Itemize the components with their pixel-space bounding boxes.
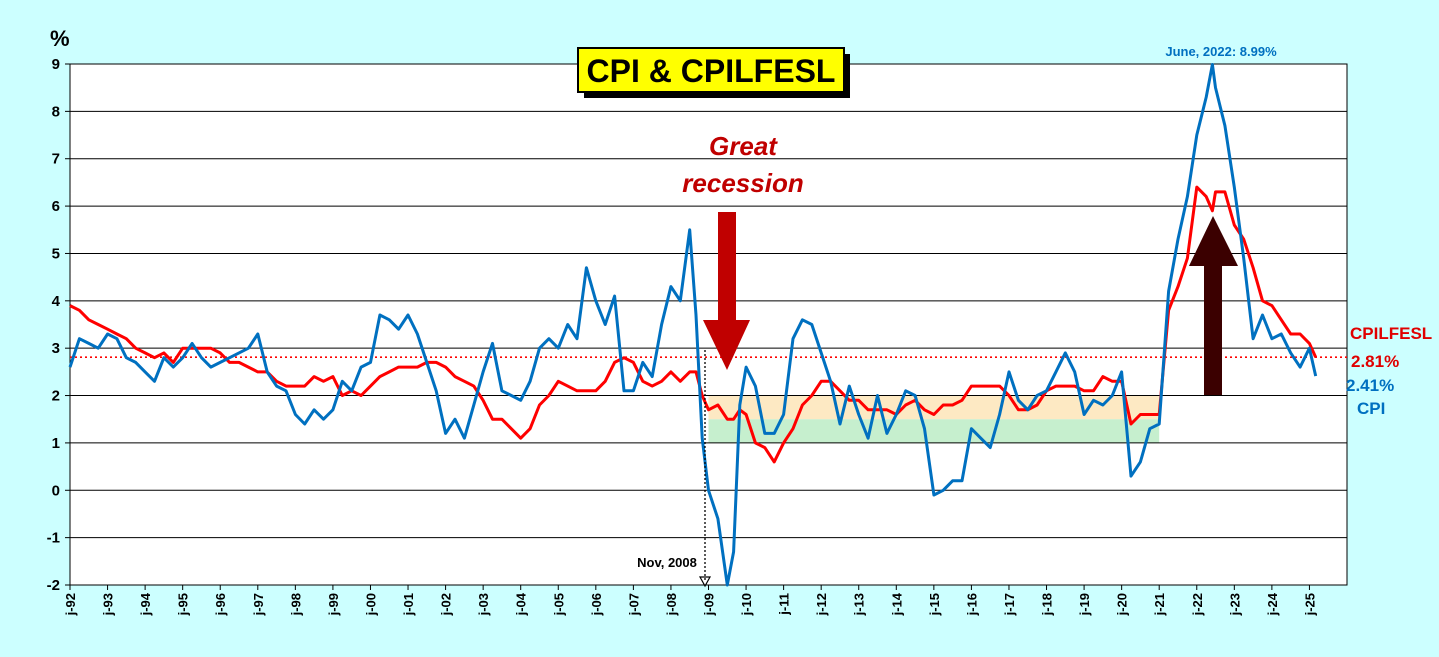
- x-tick-label: j-98: [288, 593, 303, 616]
- x-tick-labels: j-92 j-93 j-94 j-95 j-96 j-97 j-98 j-99 j-00 j-01…: [63, 585, 1317, 616]
- nov-2008-label: Nov, 2008: [637, 555, 697, 570]
- x-tick-label: j-17: [1002, 593, 1017, 616]
- x-tick-label: j-08: [664, 593, 679, 616]
- y-tick-label: 1: [52, 435, 60, 452]
- x-tick-label: j-14: [889, 592, 904, 616]
- y-tick-label: -2: [47, 577, 60, 594]
- up-arrow-icon: [1189, 216, 1238, 395]
- cpilfesl-value-label: 2.81%: [1351, 352, 1399, 371]
- cpilfesl-name-label: CPILFESL: [1350, 324, 1432, 343]
- x-tick-label: j-01: [401, 593, 416, 616]
- y-tick-label: 8: [52, 103, 60, 120]
- y-tick-label: 3: [52, 340, 60, 357]
- x-tick-label: j-03: [476, 593, 491, 616]
- y-tick-label: 0: [52, 482, 60, 499]
- x-tick-label: j-04: [514, 592, 529, 616]
- y-tick-labels: 9 8 7 6 5 4 3 2 1 0 -1 -2: [47, 56, 70, 594]
- title-box: [577, 47, 845, 93]
- x-tick-label: j-05: [551, 593, 566, 616]
- gridlines: [70, 110, 1347, 539]
- x-tick-label: j-16: [964, 593, 979, 616]
- series-line-cpilfesl: [69, 185, 1318, 464]
- chart-title: CPI & CPILFESL: [587, 53, 836, 89]
- x-tick-label: j-10: [739, 593, 754, 616]
- y-tick-label: 6: [52, 198, 60, 215]
- x-tick-label: j-09: [702, 593, 717, 616]
- x-tick-label: j-92: [63, 593, 78, 616]
- y-tick-label: -1: [47, 530, 60, 547]
- x-tick-label: j-96: [213, 593, 228, 616]
- great-recession-line1: Great: [709, 131, 778, 161]
- nov-2008-arrowhead: [698, 576, 712, 588]
- x-tick-label: j-18: [1040, 593, 1055, 616]
- x-tick-label: j-93: [101, 593, 116, 616]
- cpi-value-label: 2.41%: [1346, 376, 1394, 395]
- x-tick-label: j-23: [1227, 593, 1242, 616]
- x-tick-label: j-11: [777, 593, 792, 616]
- y-tick-label: 2: [52, 388, 60, 405]
- down-arrow-icon: [703, 212, 750, 370]
- y-unit-label: %: [50, 26, 70, 51]
- x-tick-label: j-02: [439, 593, 454, 616]
- y-tick-label: 5: [52, 245, 60, 262]
- great-recession-line2: recession: [682, 168, 803, 198]
- x-tick-label: j-06: [589, 593, 604, 616]
- x-tick-label: j-21: [1152, 593, 1167, 616]
- y-tick-label: 9: [52, 56, 60, 73]
- peak-label: June, 2022: 8.99%: [1165, 44, 1277, 59]
- x-tick-label: j-24: [1265, 592, 1280, 616]
- x-tick-label: j-12: [814, 593, 829, 616]
- series-lines: [68, 63, 1318, 587]
- x-tick-label: j-00: [363, 593, 378, 616]
- y-tick-label: 7: [52, 151, 60, 168]
- x-tick-label: j-97: [251, 593, 266, 616]
- shaded-bands: [708, 395, 1160, 443]
- x-tick-label: j-15: [927, 593, 942, 616]
- x-tick-label: j-20: [1115, 593, 1130, 616]
- x-tick-label: j-19: [1077, 593, 1092, 616]
- cpi-name-label: CPI: [1357, 399, 1385, 418]
- band-1: [708, 419, 1160, 443]
- x-tick-label: j-94: [138, 592, 153, 616]
- series-line-cpi: [68, 63, 1318, 587]
- band-0: [708, 395, 1160, 420]
- x-tick-label: j-25: [1302, 593, 1317, 616]
- x-tick-label: j-22: [1190, 593, 1205, 616]
- y-tick-label: 4: [52, 293, 61, 310]
- x-tick-label: j-95: [176, 593, 191, 616]
- x-tick-label: j-07: [626, 593, 641, 616]
- x-tick-label: j-13: [852, 593, 867, 616]
- x-tick-label: j-99: [326, 593, 341, 616]
